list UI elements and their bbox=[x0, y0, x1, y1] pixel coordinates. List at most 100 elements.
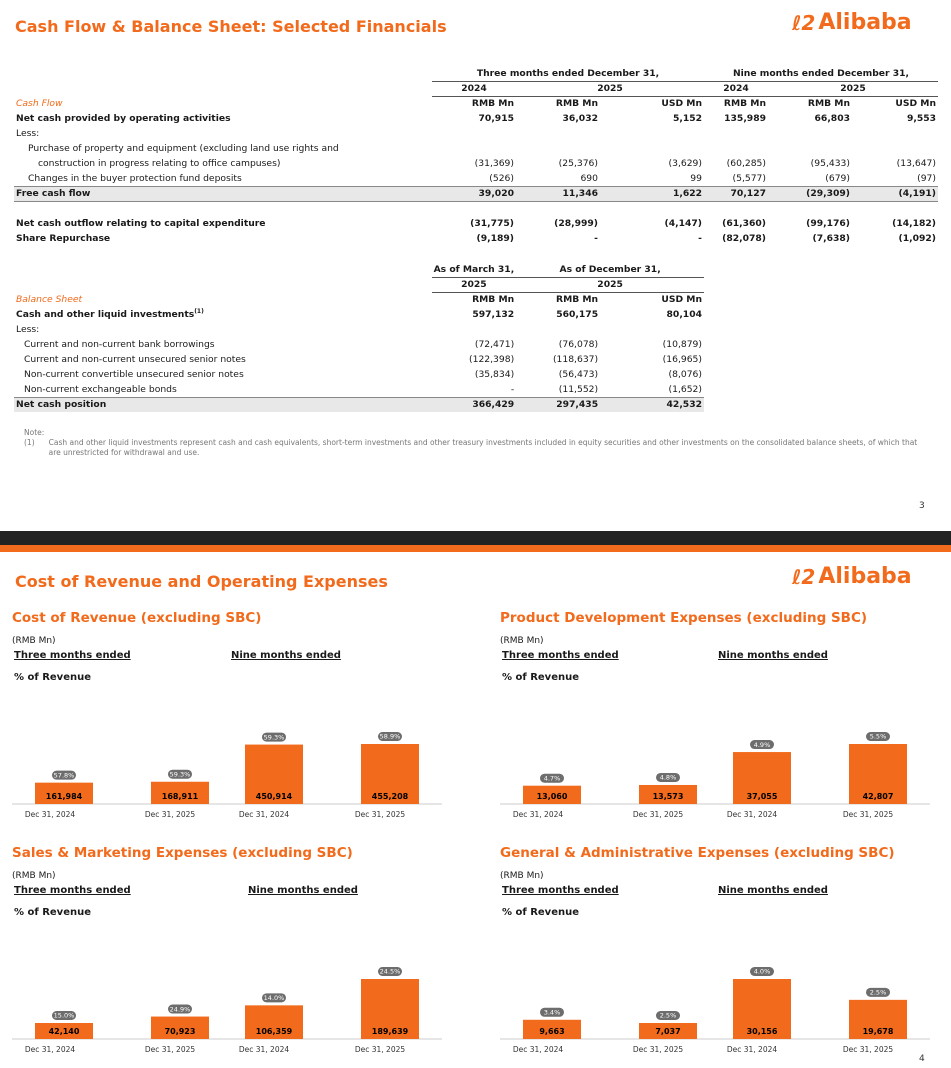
x-tick-label: Dec 31, 2025 bbox=[355, 810, 406, 819]
table-cell bbox=[704, 126, 768, 141]
cf-section-label: Cash Flow bbox=[16, 98, 63, 109]
note-text: Cash and other liquid investments repres… bbox=[48, 438, 918, 457]
cf-unit: RMB Mn bbox=[723, 98, 766, 110]
pct-pill-label: 2.5% bbox=[660, 1012, 677, 1020]
x-tick-label: Dec 31, 2024 bbox=[25, 810, 76, 819]
chart-title: Cost of Revenue (excluding SBC) bbox=[12, 610, 262, 626]
bar bbox=[733, 979, 791, 1039]
pct-of-revenue-label: % of Revenue bbox=[14, 672, 92, 683]
row-label: Free cash flow bbox=[16, 188, 91, 199]
bar bbox=[245, 1005, 303, 1039]
bar bbox=[151, 1016, 209, 1039]
pct-pill-label: 5.5% bbox=[870, 733, 887, 741]
table-cell: (4,147) bbox=[664, 218, 702, 229]
table-cell: 135,989 bbox=[724, 113, 766, 124]
bar bbox=[733, 752, 791, 804]
pct-pill-label: 4.8% bbox=[660, 774, 677, 782]
pct-pill-label: 4.7% bbox=[544, 774, 561, 782]
bar-chart: 9,663 3.4% Dec 31, 2024 7,037 2.5% Dec 31, 20… bbox=[500, 967, 930, 1054]
row-label: construction in progress relating to off… bbox=[38, 158, 281, 169]
x-tick-label: Dec 31, 2025 bbox=[633, 1045, 684, 1054]
slide-opex: Cost of Revenue and Operating Expenses ℓ… bbox=[0, 552, 951, 1068]
logo-text: Alibaba bbox=[818, 564, 912, 589]
pct-pill-label: 58.9% bbox=[380, 733, 401, 741]
bar bbox=[639, 784, 697, 804]
bs-total-cell: 42,532 bbox=[666, 399, 702, 411]
pct-of-revenue-label: % of Revenue bbox=[502, 672, 580, 683]
pct-pill bbox=[656, 1011, 680, 1020]
table-cell: (29,309) bbox=[806, 188, 850, 199]
bs-section-label: Balance Sheet bbox=[16, 294, 83, 305]
table-row: Share Repurchase (9,189) - - (82,078) (7,638)… bbox=[14, 231, 938, 246]
page-number: 4 bbox=[919, 1054, 925, 1064]
bar bbox=[361, 744, 419, 804]
slide-divider bbox=[0, 531, 951, 545]
table-row: Net cash provided by operating activitie… bbox=[14, 111, 938, 126]
table-cell: (7,638) bbox=[812, 233, 850, 244]
cash-flow-table: Three months ended December 31, Nine mon… bbox=[14, 66, 938, 246]
table-cell: (4,191) bbox=[898, 188, 936, 199]
x-tick-label: Dec 31, 2024 bbox=[513, 810, 564, 819]
bar-chart: 13,060 4.7% Dec 31, 2024 13,573 4.8% Dec 31, … bbox=[500, 732, 930, 819]
table-cell: (1,652) bbox=[668, 383, 702, 395]
table-cell: 11,346 bbox=[562, 188, 598, 199]
bs-total-label: Net cash position bbox=[16, 399, 107, 411]
table-cell: 70,127 bbox=[730, 188, 766, 199]
pct-pill-label: 4.0% bbox=[754, 968, 771, 976]
nine-months-label: Nine months ended bbox=[231, 650, 341, 661]
table-cell: (679) bbox=[825, 172, 850, 184]
table-cell bbox=[516, 126, 600, 141]
alibaba-mark-icon: ℓ2 bbox=[792, 10, 816, 35]
table-row: Changes in the buyer protection fund dep… bbox=[14, 171, 938, 186]
pct-pill-label: 14.0% bbox=[264, 994, 285, 1002]
bar bbox=[35, 1023, 93, 1039]
balance-sheet-table: As of March 31, As of December 31, 2025 … bbox=[14, 262, 704, 412]
table-cell: (25,376) bbox=[558, 158, 598, 169]
table-cell: (61,360) bbox=[722, 218, 766, 229]
x-tick-label: Dec 31, 2024 bbox=[727, 1045, 778, 1054]
table-row: Less: bbox=[14, 126, 938, 141]
bar-value-label: 9,663 bbox=[539, 1027, 564, 1036]
bar-value-label: 168,911 bbox=[162, 792, 199, 801]
bar-value-label: 189,639 bbox=[372, 1027, 409, 1036]
table-cell: (8,076) bbox=[668, 369, 702, 380]
pct-pill-label: 3.4% bbox=[544, 1008, 561, 1016]
table-cell: 9,553 bbox=[906, 113, 936, 124]
cf-year: 2025 bbox=[768, 80, 938, 97]
bar-value-label: 42,807 bbox=[863, 792, 894, 801]
pct-pill bbox=[540, 773, 564, 783]
cf-unit: USD Mn bbox=[895, 98, 936, 110]
x-tick-label: Dec 31, 2025 bbox=[843, 1045, 894, 1054]
page-title: Cost of Revenue and Operating Expenses bbox=[15, 572, 388, 591]
bar-value-label: 42,140 bbox=[49, 1027, 80, 1036]
table-cell: - bbox=[698, 233, 702, 244]
chart-unit: (RMB Mn) bbox=[500, 871, 544, 881]
bar bbox=[523, 1019, 581, 1039]
table-row: Current and non-current unsecured senior… bbox=[14, 352, 704, 367]
bs-row-label: Cash and other liquid investments(1) bbox=[14, 307, 432, 322]
x-tick-label: Dec 31, 2024 bbox=[727, 810, 778, 819]
pct-of-revenue-label: % of Revenue bbox=[14, 907, 92, 918]
x-tick-label: Dec 31, 2025 bbox=[633, 810, 684, 819]
row-label: Net cash outflow relating to capital exp… bbox=[16, 218, 266, 229]
table-cell bbox=[600, 126, 704, 141]
nine-months-label: Nine months ended bbox=[248, 885, 358, 896]
pct-pill-label: 2.5% bbox=[870, 989, 887, 997]
chart-title: Product Development Expenses (excluding … bbox=[500, 610, 868, 626]
row-label: Purchase of property and equipment (excl… bbox=[28, 143, 339, 154]
table-cell: (3,629) bbox=[668, 158, 702, 169]
table-cell bbox=[852, 141, 938, 156]
three-months-label: Three months ended bbox=[502, 885, 619, 896]
table-row: Purchase of property and equipment (excl… bbox=[14, 141, 938, 156]
bs-group-header-march: As of March 31, bbox=[433, 263, 515, 275]
bs-year: 2025 bbox=[431, 276, 517, 293]
bar bbox=[151, 781, 209, 804]
chart-panel: Product Development Expenses (excluding … bbox=[500, 610, 940, 830]
table-row: construction in progress relating to off… bbox=[14, 156, 938, 171]
bar-value-label: 106,359 bbox=[256, 1027, 293, 1036]
x-tick-label: Dec 31, 2024 bbox=[239, 810, 290, 819]
pct-pill bbox=[378, 967, 402, 976]
x-tick-label: Dec 31, 2025 bbox=[843, 810, 894, 819]
row-label: Less: bbox=[16, 128, 40, 139]
table-cell: 5,152 bbox=[672, 113, 702, 124]
